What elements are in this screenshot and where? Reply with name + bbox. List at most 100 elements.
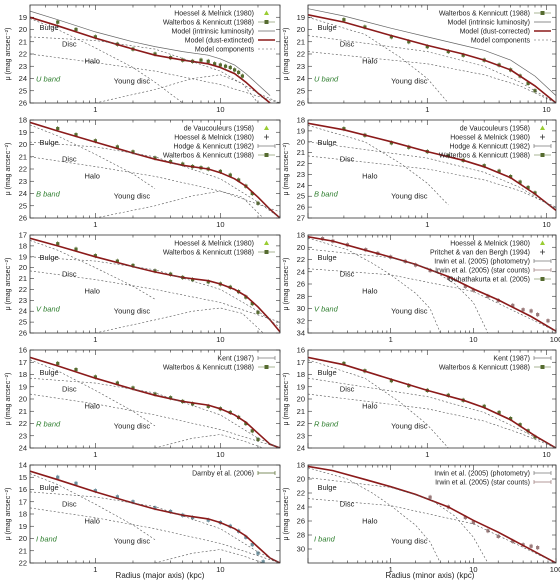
component-label: Bulge	[40, 483, 59, 492]
legend-entry: Irwin et al. (2005) (photometry)	[434, 471, 530, 478]
legend-entry: Model (intrinsic luminosity)	[172, 29, 254, 36]
y-axis-label: μ (mag arcsec⁻²)	[5, 258, 12, 311]
y-tick-label: 30	[297, 304, 305, 313]
component-label: Young disc	[114, 306, 151, 315]
data-point	[526, 81, 530, 85]
model-component-line	[95, 307, 264, 333]
component-label: Disc	[62, 500, 77, 509]
y-tick-label: 17	[19, 231, 27, 240]
legend-entry: Walterbos & Kennicutt (1988)	[163, 250, 254, 257]
legend-swatch	[264, 365, 269, 369]
x-tick-label: 1	[389, 565, 393, 574]
legend-entry: Walterbos & Kennicutt (1988)	[163, 20, 254, 27]
legend-entry: de Vaucouleurs (1958)	[460, 126, 530, 133]
y-axis-label: μ (mag arcsec⁻²)	[283, 143, 290, 196]
model-intrinsic-line	[308, 8, 556, 96]
component-label: Bulge	[40, 253, 59, 262]
data-point	[529, 309, 533, 313]
data-point	[471, 520, 475, 524]
data-point	[497, 410, 501, 415]
y-axis-label: μ (mag arcsec⁻²)	[5, 143, 12, 196]
model-component-line	[308, 477, 489, 563]
y-tick-label: 18	[297, 116, 305, 125]
legend-swatch	[264, 240, 269, 245]
y-tick-label: 18	[19, 510, 27, 519]
panel-B-major: 18 19 20 21 22 23 24 25 26 1 10 μ (mag arcsec⁻²) Bul…	[5, 116, 281, 229]
y-tick-label: 21	[19, 37, 27, 46]
band-label: U band	[36, 74, 61, 83]
y-axis-label: μ (mag arcsec⁻²)	[283, 258, 290, 311]
legend-entry: Hoessel & Melnick (1980)	[174, 241, 254, 248]
model-component-line	[308, 51, 556, 103]
data-point	[93, 35, 97, 39]
band-label: V band	[314, 304, 339, 313]
y-axis-label: μ (mag arcsec⁻²)	[5, 488, 12, 541]
panel-I-major: 14 15 16 17 18 19 20 21 22 1 10 μ (mag arcsec⁻²) Bul…	[5, 461, 281, 574]
component-label: Halo	[85, 401, 100, 410]
component-label: Bulge	[317, 253, 336, 262]
band-label: U band	[314, 74, 339, 83]
y-tick-label: 20	[19, 534, 27, 543]
component-label: Halo	[362, 516, 377, 525]
data-point	[428, 495, 432, 499]
x-tick-label: 1	[93, 220, 97, 229]
panel-frame	[307, 234, 557, 334]
y-tick-label: 18	[19, 116, 27, 125]
data-point	[533, 191, 537, 195]
x-tick-label: 1	[425, 450, 429, 459]
data-point	[256, 551, 260, 555]
y-tick-label: 19	[297, 13, 305, 22]
y-tick-label: 18	[19, 370, 27, 379]
panel-frame	[29, 464, 281, 564]
model-component-line	[30, 240, 156, 300]
model-component-line	[308, 35, 556, 103]
data-point	[169, 509, 173, 514]
y-tick-label: 18	[297, 231, 305, 240]
panel-I-minor: 18 20 22 24 26 28 30 1 10 100 μ (mag arcsec⁻²) Bulg…	[283, 461, 560, 575]
y-tick-label: 25	[19, 318, 27, 327]
y-tick-label: 34	[297, 329, 305, 338]
data-point	[115, 381, 119, 385]
data-point	[131, 263, 135, 268]
data-point	[446, 276, 451, 280]
panel-frame	[307, 349, 557, 449]
component-label: Disc	[62, 40, 77, 49]
model-intrinsic-line	[30, 10, 271, 96]
data-point	[218, 169, 222, 174]
legend-entry: Model (dust-corrected)	[460, 29, 530, 36]
legend-swatch	[264, 250, 269, 254]
y-tick-label: 23	[19, 296, 27, 305]
y-tick-label: 19	[297, 126, 305, 135]
model-component-line	[30, 377, 280, 448]
y-tick-label: 14	[19, 461, 27, 470]
data-point	[471, 288, 475, 292]
data-point	[153, 392, 157, 396]
model-component-line	[30, 256, 280, 328]
y-tick-label: 28	[297, 292, 305, 301]
data-point	[131, 386, 135, 390]
legend-entry: Guhathakurta et al. (2005)	[448, 277, 530, 284]
data-point	[74, 481, 78, 485]
model-component-line	[308, 467, 441, 563]
data-point	[213, 62, 217, 66]
y-tick-label: 26	[19, 329, 27, 338]
y-tick-label: 30	[297, 545, 305, 554]
data-point	[256, 310, 260, 314]
plot-area	[30, 237, 280, 333]
y-tick-label: 24	[19, 74, 27, 83]
plot-area	[308, 465, 556, 563]
legend-swatch	[533, 356, 552, 360]
component-label: Young disc	[391, 76, 428, 85]
x-tick-label: 1	[93, 450, 97, 459]
data-point	[526, 185, 530, 190]
component-label: Bulge	[40, 368, 59, 377]
legend-swatch	[533, 480, 552, 484]
x-tick-label: 10	[216, 220, 224, 229]
data-point	[153, 269, 157, 273]
y-tick-label: 22	[297, 50, 305, 59]
legend-swatch	[540, 125, 545, 130]
y-tick-label: 20	[19, 395, 27, 404]
model-dust-line	[30, 356, 280, 448]
model-dust-line	[308, 14, 556, 103]
y-tick-label: 22	[297, 419, 305, 428]
